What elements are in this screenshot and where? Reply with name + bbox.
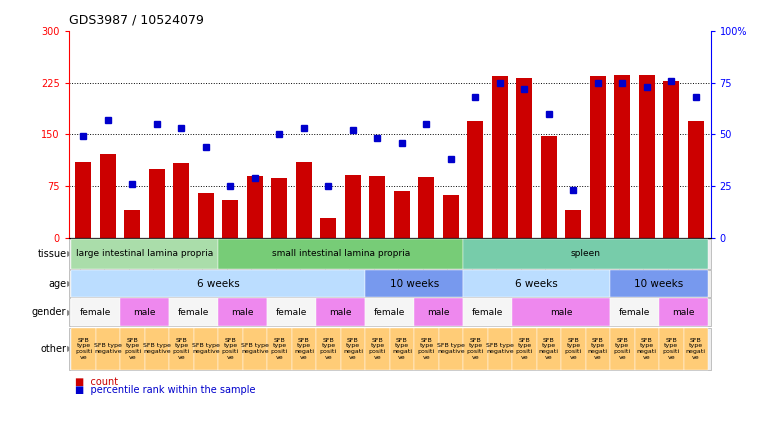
Text: SFB
type
positi
ve: SFB type positi ve xyxy=(222,337,239,360)
Text: SFB
type
positi
ve: SFB type positi ve xyxy=(75,337,92,360)
Bar xyxy=(688,121,704,238)
Bar xyxy=(663,81,679,238)
Bar xyxy=(345,175,361,238)
Text: SFB type
negative: SFB type negative xyxy=(437,343,465,354)
Text: SFB
type
positi
ve: SFB type positi ve xyxy=(516,337,533,360)
Text: SFB
type
positi
ve: SFB type positi ve xyxy=(613,337,631,360)
Text: male: male xyxy=(550,308,572,317)
Bar xyxy=(100,154,116,238)
Text: large intestinal lamina propria: large intestinal lamina propria xyxy=(76,250,213,258)
Text: GDS3987 / 10524079: GDS3987 / 10524079 xyxy=(69,13,204,26)
Text: male: male xyxy=(329,308,352,317)
Text: ▶: ▶ xyxy=(67,308,73,317)
Text: tissue: tissue xyxy=(37,249,66,259)
Bar xyxy=(125,210,141,238)
Text: SFB
type
negati
ve: SFB type negati ve xyxy=(294,337,314,360)
Text: SFB
type
positi
ve: SFB type positi ve xyxy=(173,337,190,360)
Text: male: male xyxy=(134,308,156,317)
Bar xyxy=(541,136,557,238)
Text: 10 weeks: 10 weeks xyxy=(390,279,439,289)
Text: female: female xyxy=(472,308,503,317)
Text: age: age xyxy=(48,279,66,289)
Text: SFB type
negative: SFB type negative xyxy=(486,343,514,354)
Bar xyxy=(468,121,484,238)
Text: SFB
type
negati
ve: SFB type negati ve xyxy=(392,337,412,360)
Text: SFB
type
negati
ve: SFB type negati ve xyxy=(343,337,363,360)
Bar xyxy=(370,176,385,238)
Bar xyxy=(419,177,435,238)
Text: female: female xyxy=(80,308,112,317)
Text: SFB
type
negati
ve: SFB type negati ve xyxy=(539,337,558,360)
Bar xyxy=(198,193,214,238)
Text: female: female xyxy=(178,308,209,317)
Text: SFB type
negative: SFB type negative xyxy=(192,343,220,354)
Text: SFB
type
positi
ve: SFB type positi ve xyxy=(418,337,435,360)
Text: SFB
type
negati
ve: SFB type negati ve xyxy=(686,337,706,360)
Text: SFB
type
positi
ve: SFB type positi ve xyxy=(467,337,484,360)
Text: male: male xyxy=(672,308,694,317)
Text: female: female xyxy=(619,308,650,317)
Text: spleen: spleen xyxy=(571,250,601,258)
Text: ■  percentile rank within the sample: ■ percentile rank within the sample xyxy=(75,385,255,395)
Bar xyxy=(394,191,410,238)
Text: 6 weeks: 6 weeks xyxy=(197,279,240,289)
Text: SFB
type
positi
ve: SFB type positi ve xyxy=(662,337,680,360)
Bar xyxy=(443,195,459,238)
Text: SFB type
negative: SFB type negative xyxy=(94,343,122,354)
Bar xyxy=(271,178,287,238)
Text: ■  count: ■ count xyxy=(75,377,118,387)
Text: SFB
type
positi
ve: SFB type positi ve xyxy=(320,337,337,360)
Text: gender: gender xyxy=(32,307,66,317)
Text: SFB
type
positi
ve: SFB type positi ve xyxy=(369,337,386,360)
Text: SFB
type
positi
ve: SFB type positi ve xyxy=(565,337,582,360)
Bar xyxy=(565,210,581,238)
Bar xyxy=(320,218,336,238)
Text: ▶: ▶ xyxy=(67,344,73,353)
Bar xyxy=(639,75,655,238)
Bar xyxy=(173,163,189,238)
Text: small intestinal lamina propria: small intestinal lamina propria xyxy=(271,250,410,258)
Text: male: male xyxy=(427,308,450,317)
Text: other: other xyxy=(40,344,66,354)
Bar xyxy=(222,200,238,238)
Bar xyxy=(247,176,263,238)
Bar xyxy=(590,76,606,238)
Text: SFB
type
negati
ve: SFB type negati ve xyxy=(637,337,657,360)
Text: 10 weeks: 10 weeks xyxy=(634,279,684,289)
Text: SFB type
negative: SFB type negative xyxy=(241,343,269,354)
Text: ▶: ▶ xyxy=(67,279,73,288)
Text: SFB
type
positi
ve: SFB type positi ve xyxy=(271,337,288,360)
Text: SFB
type
positi
ve: SFB type positi ve xyxy=(124,337,141,360)
Bar xyxy=(149,169,165,238)
Bar xyxy=(492,76,508,238)
Text: SFB
type
negati
ve: SFB type negati ve xyxy=(588,337,608,360)
Text: 6 weeks: 6 weeks xyxy=(515,279,558,289)
Text: female: female xyxy=(276,308,307,317)
Text: female: female xyxy=(374,308,406,317)
Text: male: male xyxy=(231,308,254,317)
Bar xyxy=(614,75,630,238)
Bar xyxy=(516,78,533,238)
Bar xyxy=(76,162,92,238)
Text: ▶: ▶ xyxy=(67,250,73,258)
Bar xyxy=(296,162,312,238)
Text: SFB type
negative: SFB type negative xyxy=(143,343,171,354)
